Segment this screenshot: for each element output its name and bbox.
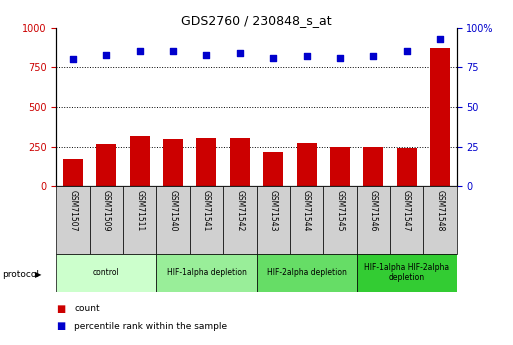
Bar (256, 186, 290, 254)
Point (436, 36, 444, 41)
Bar (330, 147, 350, 186)
Text: count: count (74, 304, 100, 313)
Text: GSM71546: GSM71546 (369, 190, 378, 231)
Text: GSM71509: GSM71509 (102, 190, 111, 231)
Bar (130, 136, 150, 186)
Text: ■: ■ (56, 304, 66, 314)
Bar (156, 186, 190, 254)
Point (402, 49, 410, 54)
Bar (390, 186, 423, 254)
Text: HIF-1alpha depletion: HIF-1alpha depletion (167, 268, 246, 277)
Bar (56, 186, 90, 254)
Bar (256, 254, 357, 292)
Bar (156, 254, 256, 292)
Bar (230, 138, 250, 186)
Point (369, 53, 377, 59)
Bar (430, 48, 450, 186)
Bar (297, 142, 317, 186)
Text: GSM71540: GSM71540 (169, 190, 177, 231)
Point (269, 55, 277, 60)
Bar (190, 186, 223, 254)
Point (102, 52, 110, 57)
Point (235, 50, 244, 56)
Point (302, 53, 310, 59)
Bar (397, 148, 417, 186)
Bar (263, 152, 283, 186)
Bar (363, 147, 383, 186)
Text: GSM71543: GSM71543 (269, 190, 278, 231)
Bar (56, 254, 156, 292)
Text: ▶: ▶ (35, 270, 42, 279)
Bar (96, 144, 116, 186)
Bar (423, 186, 457, 254)
Point (69, 57, 77, 62)
Bar (63, 158, 83, 186)
Text: HIF-2alpha depletion: HIF-2alpha depletion (267, 268, 346, 277)
Text: GSM71547: GSM71547 (402, 190, 411, 231)
Bar (123, 186, 156, 254)
Bar (90, 186, 123, 254)
Bar (290, 186, 323, 254)
Bar (357, 254, 457, 292)
Text: GSM71545: GSM71545 (336, 190, 344, 231)
Text: GSM71511: GSM71511 (135, 190, 144, 231)
Text: GSM71544: GSM71544 (302, 190, 311, 231)
Bar (223, 186, 256, 254)
Bar (323, 186, 357, 254)
Point (169, 49, 177, 54)
Point (135, 49, 144, 54)
Bar (196, 138, 216, 186)
Text: control: control (93, 268, 120, 277)
Text: GSM71542: GSM71542 (235, 190, 244, 231)
Text: HIF-1alpha HIF-2alpha
depletion: HIF-1alpha HIF-2alpha depletion (364, 263, 449, 282)
Bar (163, 139, 183, 186)
Text: GSM71507: GSM71507 (69, 190, 77, 231)
Text: protocol: protocol (3, 270, 40, 279)
Text: GDS2760 / 230848_s_at: GDS2760 / 230848_s_at (181, 14, 332, 27)
Point (336, 55, 344, 60)
Point (202, 52, 210, 57)
Text: percentile rank within the sample: percentile rank within the sample (74, 322, 227, 331)
Bar (357, 186, 390, 254)
Text: ■: ■ (56, 321, 66, 331)
Text: GSM71548: GSM71548 (436, 190, 444, 231)
Text: GSM71541: GSM71541 (202, 190, 211, 231)
